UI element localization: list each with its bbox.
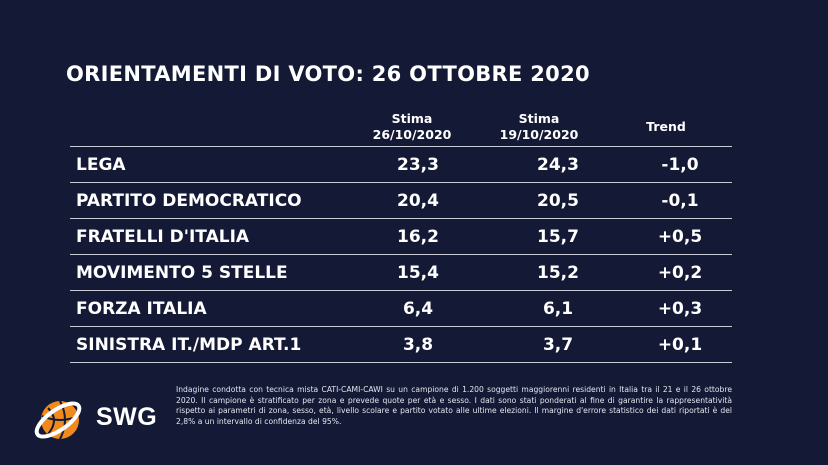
estimate-current: 3,8 <box>348 327 488 363</box>
table-row: MOVIMENTO 5 STELLE 15,4 15,2 +0,2 <box>70 255 732 291</box>
column-header-current-line2: 26/10/2020 <box>342 127 482 143</box>
table-row: FRATELLI D'ITALIA 16,2 15,7 +0,5 <box>70 219 732 255</box>
party-name: PARTITO DEMOCRATICO <box>70 183 348 219</box>
trend-value: -1,0 <box>628 147 732 183</box>
estimate-current: 16,2 <box>348 219 488 255</box>
estimate-current: 15,4 <box>348 255 488 291</box>
column-header-previous: Stima 19/10/2020 <box>469 111 609 143</box>
estimate-current: 23,3 <box>348 147 488 183</box>
page-title: ORIENTAMENTI DI VOTO: 26 OTTOBRE 2020 <box>66 62 590 86</box>
column-header-trend-label: Trend <box>606 119 726 135</box>
column-header-current-line1: Stima <box>342 111 482 127</box>
estimate-previous: 6,1 <box>488 291 628 327</box>
table-row: SINISTRA IT./MDP ART.1 3,8 3,7 +0,1 <box>70 327 732 363</box>
column-header-previous-line2: 19/10/2020 <box>469 127 609 143</box>
estimate-current: 6,4 <box>348 291 488 327</box>
party-name: FRATELLI D'ITALIA <box>70 219 348 255</box>
results-table: LEGA 23,3 24,3 -1,0 PARTITO DEMOCRATICO 20,4 2… <box>70 146 732 363</box>
trend-value: +0,1 <box>628 327 732 363</box>
column-header-trend: Trend <box>606 119 726 135</box>
trend-value: -0,1 <box>628 183 732 219</box>
methodology-note: Indagine condotta con tecnica mista CATI… <box>176 385 732 427</box>
table-row: PARTITO DEMOCRATICO 20,4 20,5 -0,1 <box>70 183 732 219</box>
estimate-previous: 24,3 <box>488 147 628 183</box>
table-row: FORZA ITALIA 6,4 6,1 +0,3 <box>70 291 732 327</box>
trend-value: +0,2 <box>628 255 732 291</box>
estimate-previous: 3,7 <box>488 327 628 363</box>
party-name: SINISTRA IT./MDP ART.1 <box>70 327 348 363</box>
logo-wordmark: SWG <box>96 403 157 432</box>
results-table-body: LEGA 23,3 24,3 -1,0 PARTITO DEMOCRATICO 20,4 2… <box>70 147 732 363</box>
estimate-previous: 15,2 <box>488 255 628 291</box>
column-header-current: Stima 26/10/2020 <box>342 111 482 143</box>
party-name: LEGA <box>70 147 348 183</box>
trend-value: +0,3 <box>628 291 732 327</box>
table-row: LEGA 23,3 24,3 -1,0 <box>70 147 732 183</box>
estimate-previous: 20,5 <box>488 183 628 219</box>
party-name: MOVIMENTO 5 STELLE <box>70 255 348 291</box>
column-header-previous-line1: Stima <box>469 111 609 127</box>
estimate-current: 20,4 <box>348 183 488 219</box>
party-name: FORZA ITALIA <box>70 291 348 327</box>
trend-value: +0,5 <box>628 219 732 255</box>
estimate-previous: 15,7 <box>488 219 628 255</box>
